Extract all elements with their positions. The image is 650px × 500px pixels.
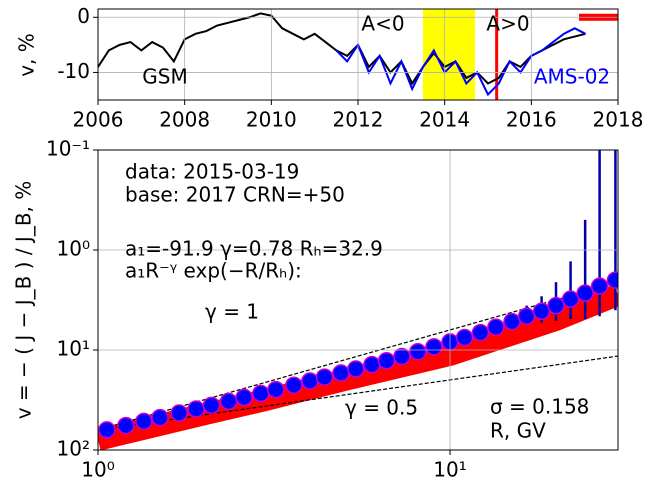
- point: [425, 338, 443, 356]
- x-tick-label: 2010: [246, 108, 297, 132]
- point: [455, 328, 474, 347]
- point: [606, 271, 618, 289]
- point: [235, 388, 253, 407]
- series-line: [98, 12, 586, 86]
- annotation: γ = 1: [205, 300, 259, 324]
- annotation: γ = 0.5: [345, 396, 418, 420]
- x-tick-label: 2016: [506, 108, 557, 132]
- point: [332, 364, 350, 382]
- point: [151, 408, 169, 427]
- top-panel: 2006 2008 2010 2012 2014 2016 2018 0 -10: [57, 4, 643, 132]
- point: [517, 307, 536, 326]
- x-tick-label: 2008: [159, 108, 210, 132]
- y-tick-label: 10⁰: [57, 237, 90, 261]
- y-axis-label: v = − ( J − J_B ) / J_B, %: [12, 181, 36, 420]
- point: [135, 412, 153, 431]
- annotation: GSM: [142, 65, 187, 89]
- point: [187, 400, 205, 418]
- annotation: data: 2015-03-19: [125, 160, 299, 184]
- point: [202, 396, 221, 415]
- point: [170, 404, 188, 422]
- y-tick-label: 10²: [57, 437, 90, 461]
- annotation: a₁R⁻ᵞ exp(−R/Rₕ):: [125, 259, 302, 283]
- point: [301, 372, 319, 390]
- point: [117, 416, 135, 435]
- point: [363, 355, 381, 374]
- x-tick-label: 2012: [333, 108, 384, 132]
- x-tick-label: 2018: [593, 108, 644, 132]
- point: [219, 392, 238, 411]
- y-tick-label: -10: [57, 59, 90, 83]
- point: [393, 347, 411, 366]
- point: [590, 277, 609, 295]
- annotation: base: 2017 CRN=+50: [125, 183, 345, 207]
- x-tick-label: 2014: [419, 108, 470, 132]
- annotation: σ = 0.158: [490, 395, 589, 419]
- x-tick-label: 2006: [73, 108, 124, 132]
- y-tick-label: 10⁻¹: [46, 137, 90, 161]
- point: [471, 323, 490, 342]
- point: [576, 284, 594, 302]
- point: [252, 384, 270, 403]
- plot-frame: [97, 149, 619, 451]
- reference-line: [98, 281, 618, 431]
- point: [561, 290, 580, 308]
- point: [315, 368, 334, 386]
- annotation: A<0: [361, 12, 404, 36]
- point: [532, 302, 551, 321]
- y-tick-label: 10¹: [57, 337, 90, 361]
- annotation: a₁=-91.9 γ=0.78 Rₕ=32.9: [125, 237, 383, 261]
- point: [377, 351, 396, 370]
- point: [547, 296, 565, 315]
- bottom-panel: 10⁰ 10¹ 10⁻¹ 10⁰ 10¹ 10²: [46, 137, 619, 482]
- point: [487, 318, 505, 336]
- y-tick-label: 0: [77, 4, 90, 28]
- y-axis-label: v, %: [15, 33, 39, 77]
- annotation: AMS-02: [534, 65, 610, 89]
- annotation: A>0: [486, 12, 529, 36]
- plot-frame: [97, 8, 619, 101]
- point: [409, 342, 427, 361]
- x-tick-label: 10⁰: [81, 458, 114, 482]
- point: [285, 376, 303, 394]
- point: [267, 380, 285, 399]
- plot-area: [98, 150, 618, 450]
- x-tick-label: 10¹: [433, 458, 466, 482]
- point: [347, 360, 365, 378]
- point: [503, 312, 521, 331]
- point: [98, 421, 116, 439]
- x-axis-label: R, GV: [490, 419, 546, 443]
